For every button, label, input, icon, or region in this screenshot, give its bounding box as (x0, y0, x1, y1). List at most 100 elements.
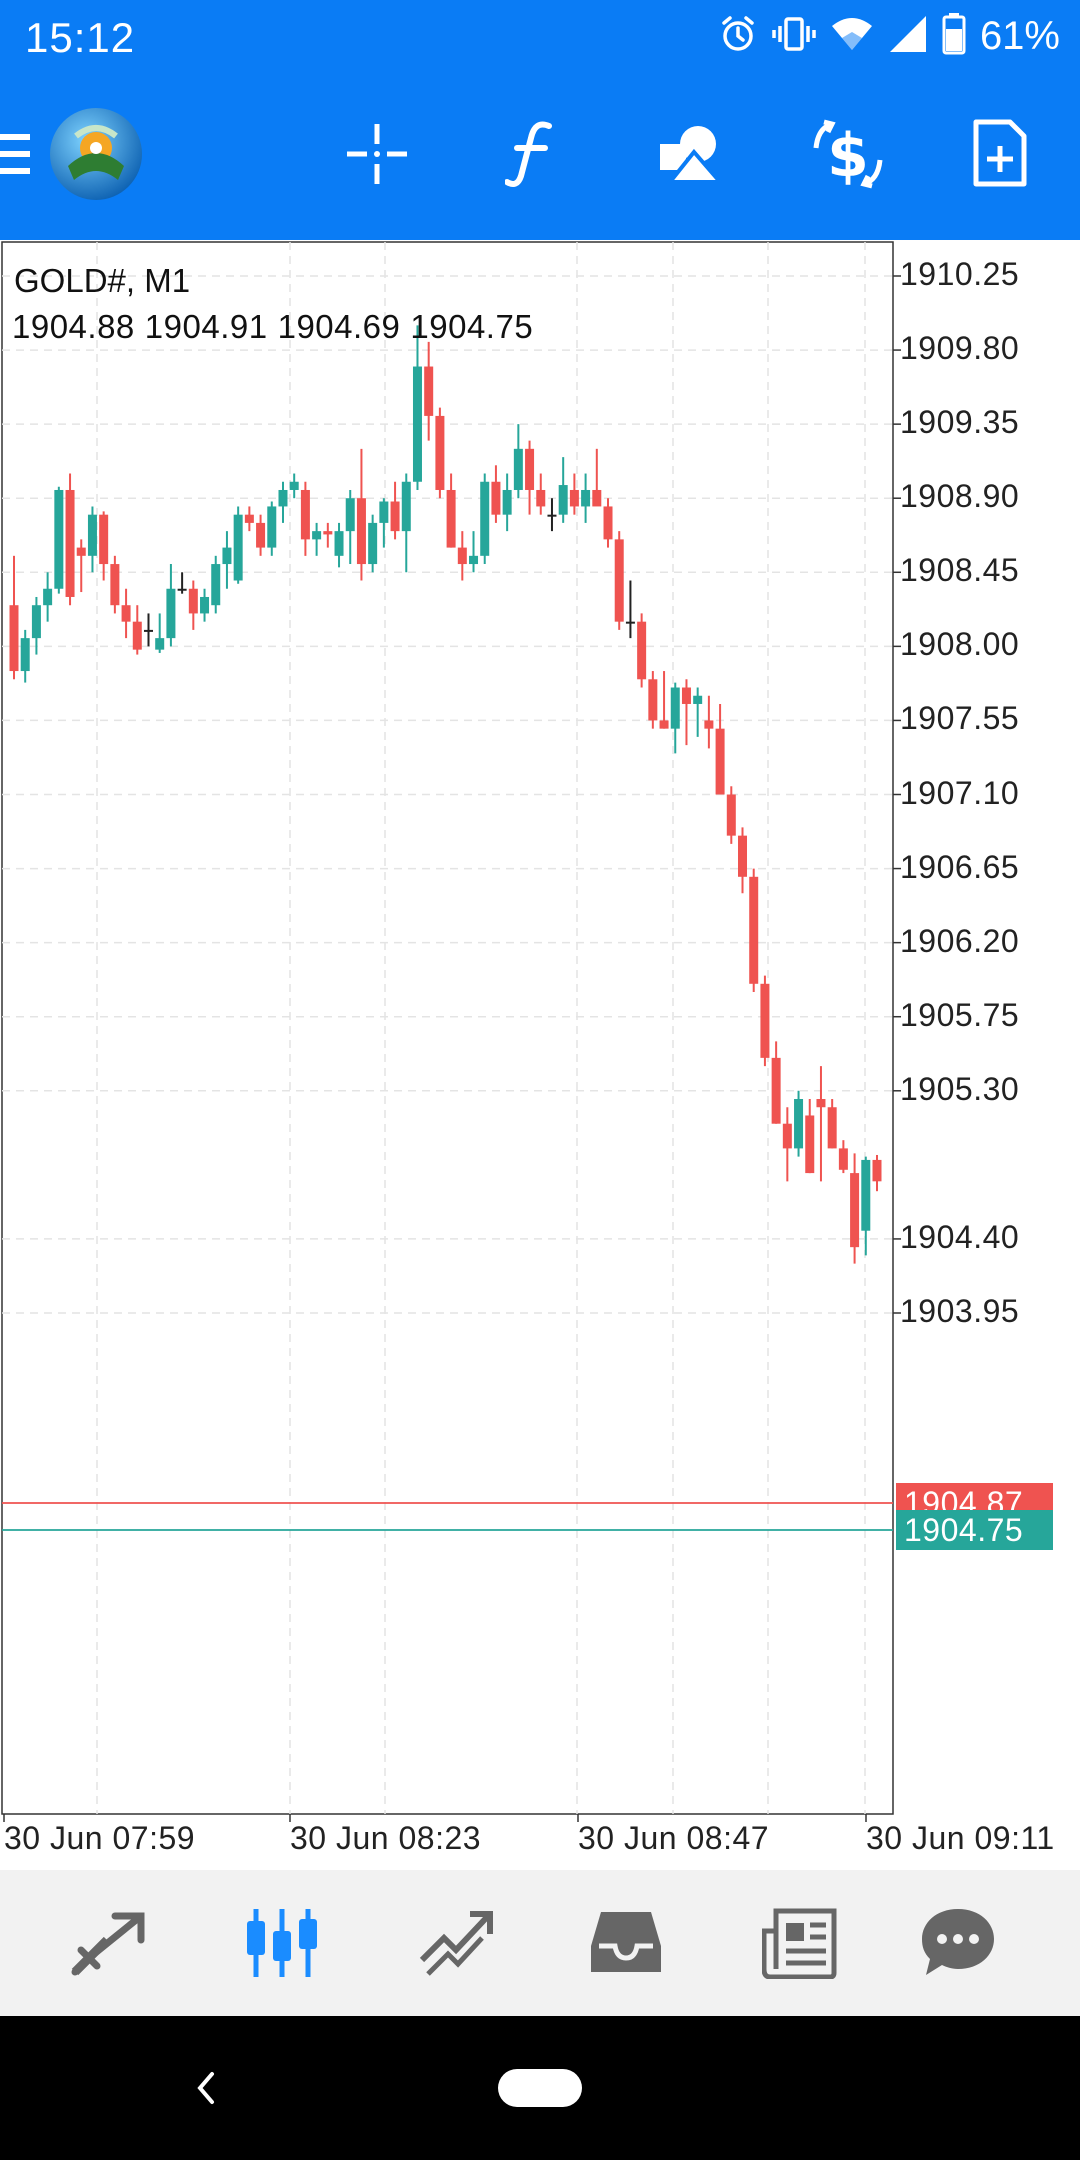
price-tick-label: 1905.75 (900, 996, 1020, 1033)
ask-price-tag: 1904.75 (896, 1510, 1053, 1550)
metatrader-logo[interactable] (48, 106, 144, 207)
candle-body (681, 687, 691, 704)
price-tick-label: 1903.95 (900, 1293, 1020, 1329)
candle-body (256, 522, 266, 548)
candle-body (592, 489, 602, 507)
candle-body (805, 1115, 815, 1174)
objects-icon[interactable] (658, 122, 725, 191)
candle-body (782, 1123, 792, 1149)
price-tick-label: 1910.25 (900, 256, 1020, 292)
home-pill[interactable] (498, 2069, 582, 2107)
candle-body (771, 1057, 781, 1124)
candle-body (267, 506, 277, 548)
candle-body (625, 621, 635, 624)
candle-body (188, 588, 198, 614)
price-tick-label: 1905.30 (900, 1070, 1020, 1107)
svg-text:$: $ (827, 121, 869, 190)
candle-body (87, 514, 97, 556)
candle-body (401, 481, 411, 532)
back-icon[interactable] (192, 2068, 218, 2113)
candle-body (121, 605, 131, 622)
candle-body (502, 489, 512, 515)
candle-body (20, 638, 30, 672)
price-tick-label: 1908.00 (900, 626, 1020, 663)
vibrate-icon (772, 14, 816, 59)
candle-body (334, 531, 344, 556)
menu-icon[interactable] (0, 130, 34, 183)
candle-body (603, 506, 613, 540)
candle-body (850, 1173, 860, 1248)
price-tick-label: 1904.40 (900, 1218, 1020, 1255)
candle-body (323, 531, 333, 535)
candle-body (469, 555, 479, 565)
price-tick-label: 1909.35 (900, 404, 1020, 441)
candle-body (412, 366, 422, 482)
candle-body (368, 522, 378, 565)
candle-body (738, 835, 748, 877)
time-tick-label: 30 Jun 08:23 (290, 1820, 482, 1856)
candle-body (76, 547, 86, 556)
price-tick-label: 1908.45 (900, 552, 1020, 589)
candle-body (435, 415, 445, 490)
candle-body (670, 687, 680, 729)
quotes-icon[interactable] (49, 1870, 169, 2016)
price-tick-label: 1907.55 (900, 700, 1020, 737)
bottom-navigation (0, 1870, 1080, 2016)
candle-body (278, 489, 288, 507)
app-toolbar: $ (0, 72, 1080, 240)
candle-body (838, 1148, 848, 1170)
alarm-icon (718, 14, 758, 59)
chart-canvas[interactable] (0, 240, 1080, 1870)
ohlc-close: 1904.75 (410, 308, 534, 345)
candle-body (547, 514, 557, 517)
trade-icon[interactable] (396, 1870, 516, 2016)
status-bar: 15:12 61% (0, 0, 1080, 72)
price-tick-label: 1906.20 (900, 922, 1020, 959)
candle-body (132, 621, 142, 650)
chat-icon[interactable] (898, 1870, 1018, 2016)
crosshair-icon[interactable] (345, 122, 409, 191)
candle-body (525, 448, 535, 490)
new-order-icon[interactable] (972, 118, 1028, 193)
candle-body (110, 564, 120, 606)
chart-symbol-title: GOLD#, M1 (14, 262, 191, 299)
candle-body (356, 498, 366, 565)
candle-body (222, 547, 232, 565)
candle-body (648, 679, 658, 721)
candle-body (211, 564, 221, 606)
candle-body (816, 1099, 826, 1108)
candle-body (9, 605, 19, 672)
candle-body (872, 1159, 882, 1182)
candle-body (233, 514, 243, 581)
candle-body (379, 501, 389, 523)
time-tick-label: 30 Jun 09:11 (866, 1820, 1055, 1856)
news-icon[interactable] (740, 1870, 860, 2016)
candle-body (390, 501, 400, 532)
chart-icon[interactable] (222, 1870, 342, 2016)
price-chart[interactable]: GOLD#, M1 1904.88 1904.91 1904.69 1904.75 1… (0, 240, 1080, 1870)
candle-body (715, 728, 725, 795)
candle-body (155, 638, 165, 650)
candle-body (827, 1107, 837, 1149)
candle-body (300, 489, 310, 540)
candle-body (43, 588, 53, 606)
time-tick-label: 30 Jun 08:47 (578, 1820, 770, 1856)
battery-percent: 61% (979, 13, 1060, 58)
candle-body (749, 876, 759, 984)
candle-body (659, 720, 669, 729)
candle-body (289, 481, 299, 490)
candle-body (345, 498, 355, 532)
candle-body (244, 514, 254, 523)
signal-icon (888, 14, 928, 59)
candle-body (166, 588, 176, 639)
candle-body (558, 485, 568, 515)
status-icons: 61% (718, 12, 1060, 59)
history-icon[interactable] (566, 1870, 686, 2016)
indicators-icon[interactable] (504, 120, 555, 193)
price-tick-label: 1908.90 (900, 478, 1020, 515)
ohlc-high: 1904.91 (144, 308, 268, 345)
candle-body (693, 695, 703, 704)
candle-body (480, 481, 490, 556)
symbols-icon[interactable]: $ (810, 118, 886, 195)
system-navigation (0, 2016, 1080, 2160)
